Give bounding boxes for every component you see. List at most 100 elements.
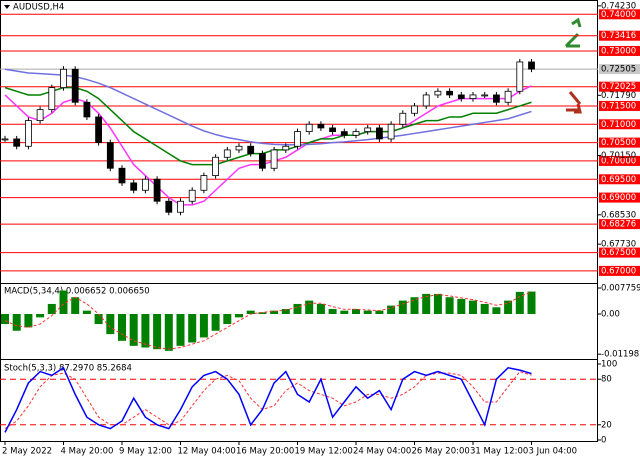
y-tick-label: 100 <box>601 359 617 369</box>
candle <box>212 156 220 176</box>
candle <box>352 131 360 136</box>
macd-bar <box>12 314 21 331</box>
candle <box>36 109 44 122</box>
macd-bar <box>492 307 501 315</box>
level-label: 0.70500 <box>601 138 636 148</box>
level-label-bg <box>599 9 640 20</box>
stoch-title: Stoch(5,3,3) 87.2970 85.2684 <box>4 364 132 374</box>
level-label: 0.74000 <box>601 10 636 20</box>
macd-bar <box>59 290 68 315</box>
y-tick-label: 0.67730 <box>601 240 636 250</box>
y-tick-label: 0.70150 <box>601 151 636 161</box>
candle <box>1 138 9 141</box>
macd-bar <box>118 314 126 341</box>
candle <box>258 153 266 169</box>
candle <box>364 127 372 133</box>
macd-bar <box>71 297 80 315</box>
candle <box>411 105 418 114</box>
level-label: 0.67000 <box>601 266 636 276</box>
y-tick-label: 0.68530 <box>601 210 636 220</box>
macd-bar <box>328 308 337 315</box>
y-tick-label: 80 <box>601 375 612 385</box>
candle <box>95 116 102 143</box>
x-tick-label: 26 May 20:00 <box>412 447 470 457</box>
candle <box>516 61 524 92</box>
candle <box>457 94 465 100</box>
candle <box>375 127 383 140</box>
macd-bar <box>47 303 56 315</box>
x-tick-label: 4 May 20:00 <box>61 447 114 457</box>
candle <box>24 120 32 147</box>
macd-title: MACD(5,34,4) 0.006652 0.006650 <box>4 287 150 297</box>
macd-bar <box>316 303 325 315</box>
macd-bar <box>457 298 466 315</box>
candle <box>504 90 512 103</box>
candle <box>223 149 231 158</box>
candle <box>118 167 126 184</box>
macd-bar <box>445 297 454 315</box>
candle <box>481 94 489 97</box>
macd-bar <box>188 314 197 343</box>
candle <box>294 131 301 147</box>
symbol-menu-icon <box>4 5 10 9</box>
indicator-line <box>4 371 532 430</box>
macd-bar <box>363 310 372 315</box>
macd-bar <box>164 314 173 351</box>
current-price-bg <box>599 64 640 75</box>
candle <box>71 68 79 103</box>
level-label: 0.71000 <box>601 120 636 130</box>
level-label: 0.73000 <box>601 46 636 56</box>
candle <box>387 123 395 140</box>
candle <box>469 94 477 100</box>
up-arrow-icon <box>564 17 582 48</box>
candle <box>83 101 91 118</box>
x-tick-label: 3 Jun 04:00 <box>529 447 578 457</box>
candle <box>399 112 407 125</box>
candle <box>282 145 290 151</box>
macd-bar <box>527 291 536 315</box>
y-tick-label: 20 <box>601 420 612 430</box>
macd-bar <box>246 310 255 315</box>
macd-bar <box>281 308 290 315</box>
macd-bar <box>176 314 185 346</box>
candle <box>13 138 21 147</box>
level-label: 0.70000 <box>601 156 636 166</box>
y-tick-label: 0.007759 <box>601 284 640 294</box>
x-tick-label: 19 May 12:00 <box>295 447 353 457</box>
y-tick-label: 0 <box>601 435 606 445</box>
macd-bar <box>1 314 9 325</box>
indicator-line <box>4 291 532 350</box>
macd-bar <box>352 308 360 315</box>
macd-bar <box>410 297 419 315</box>
macd-bar <box>387 305 396 315</box>
candle <box>141 178 149 191</box>
level-label: 0.72025 <box>601 82 636 92</box>
indicator-line <box>4 68 532 146</box>
level-label: 0.68276 <box>601 220 636 230</box>
macd-bar <box>235 314 243 318</box>
macd-bar <box>36 314 45 318</box>
macd-bar <box>258 312 267 315</box>
y-tick-label: 0.71790 <box>601 91 636 101</box>
candle <box>106 142 114 169</box>
candle <box>422 94 430 107</box>
macd-bar <box>199 314 208 338</box>
y-tick-label: 0.74230 <box>601 1 636 11</box>
candle <box>492 94 500 103</box>
level-label-bg <box>599 100 640 111</box>
level-label: 0.73416 <box>601 31 636 41</box>
candle <box>235 145 243 151</box>
candle <box>434 90 442 96</box>
candle <box>446 90 454 96</box>
macd-bar <box>433 293 442 315</box>
macd-bar <box>141 314 150 348</box>
level-label-bg <box>599 192 640 203</box>
candle <box>60 68 67 89</box>
macd-bar <box>270 310 279 315</box>
candle <box>317 123 325 129</box>
candle <box>177 200 184 213</box>
candle <box>188 189 196 202</box>
chart-title: AUDUSD,H4 <box>13 3 64 13</box>
